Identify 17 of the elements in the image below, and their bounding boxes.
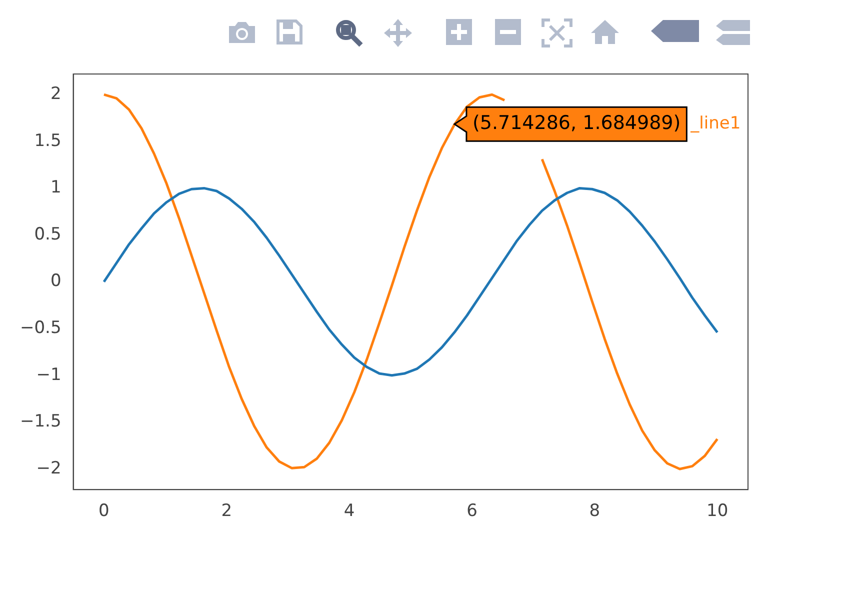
y-tick-label: 0.5 [34,224,62,244]
y-tick-label: 1 [50,178,62,198]
y-tick-label: −1.5 [20,412,62,432]
x-tick-label: 6 [466,501,478,522]
y-tick-label: −0.5 [20,318,62,338]
annotation: (5.714286, 1.684989) [472,112,681,134]
x-tick-label: 2 [221,501,232,522]
y-tick-label: −1 [36,364,62,385]
text: _line1 [690,114,741,134]
x-tick-label: 4 [344,501,355,522]
x-tick-label: 10 [706,501,728,522]
y-tick-label: −2 [36,458,62,478]
x-tick-label: 0 [98,501,110,522]
y-tick-label: 1.5 [34,130,62,151]
x-tick-label: 8 [589,501,600,522]
y-tick-label: 0 [50,271,62,292]
y-tick-label: 2 [50,84,62,104]
